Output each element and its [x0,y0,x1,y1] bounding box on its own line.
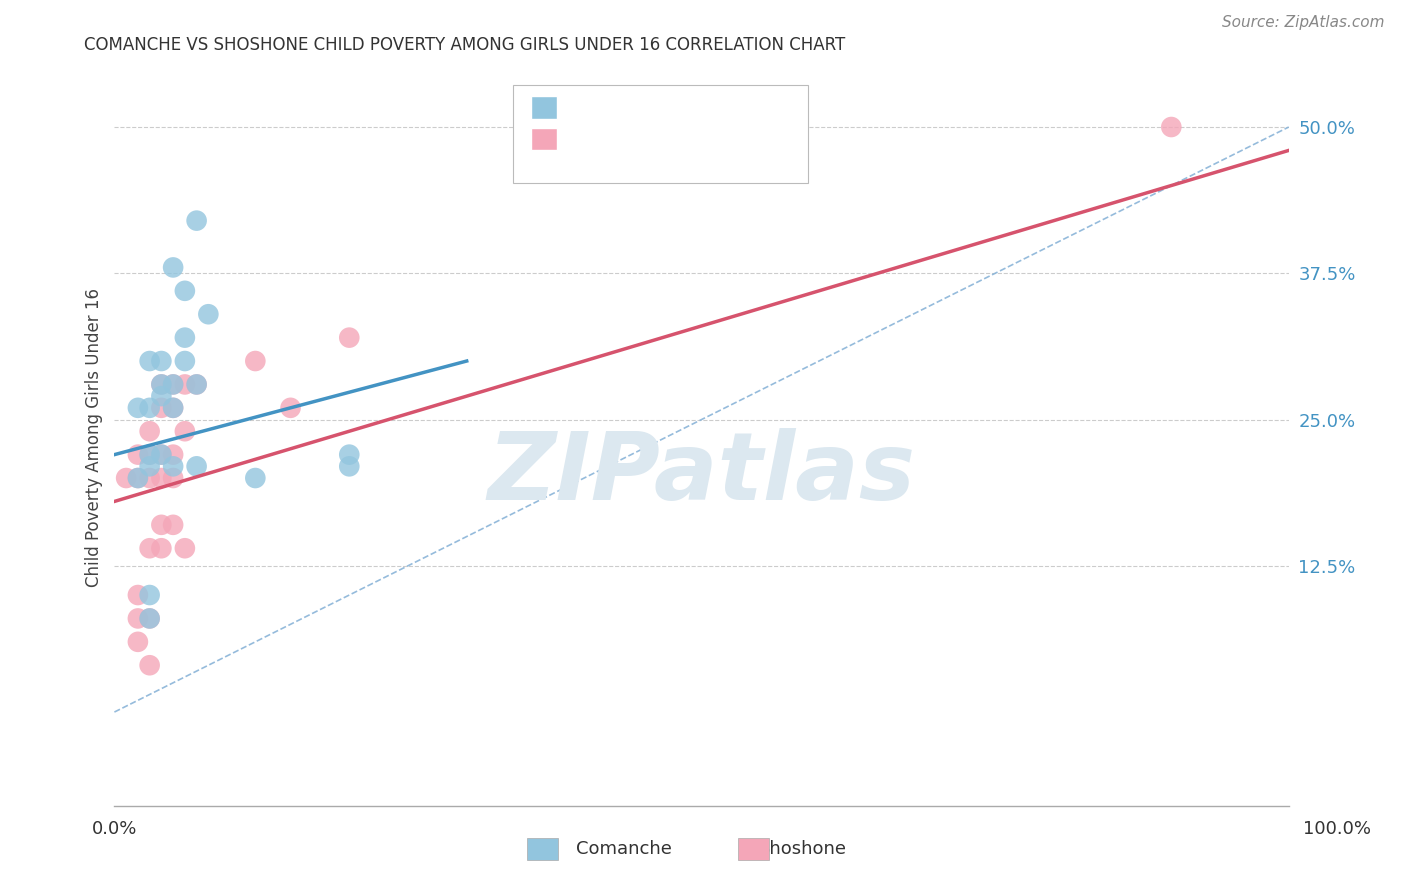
Point [173,331,195,345]
Point [127,401,149,415]
Point [127,471,149,485]
Point [337,448,360,462]
Point [162,517,184,532]
Point [186,213,208,227]
Point [162,471,184,485]
Point [280,401,302,415]
Text: R =: R = [565,99,605,117]
Point [150,448,173,462]
Point [138,401,160,415]
Point [150,517,173,532]
Point [150,354,173,368]
Point [337,331,360,345]
Point [150,541,173,556]
Point [1160,120,1182,134]
Point [138,658,160,673]
Point [150,389,173,403]
Text: 0.556: 0.556 [612,130,668,148]
Point [138,424,160,438]
Point [162,260,184,275]
Point [173,377,195,392]
Y-axis label: Child Poverty Among Girls Under 16: Child Poverty Among Girls Under 16 [86,287,103,587]
Point [127,448,149,462]
Point [138,588,160,602]
Point [150,471,173,485]
Point [138,541,160,556]
Point [197,307,219,321]
Text: Shoshone: Shoshone [759,840,848,858]
Text: Comanche: Comanche [576,840,672,858]
Point [186,377,208,392]
Point [138,611,160,625]
Point [127,588,149,602]
Point [138,354,160,368]
Point [162,377,184,392]
Text: 100.0%: 100.0% [1303,820,1371,838]
Point [173,424,195,438]
Text: N =: N = [668,130,707,148]
Point [186,377,208,392]
Point [162,377,184,392]
Point [138,611,160,625]
Point [127,611,149,625]
Text: 26: 26 [714,99,740,117]
Point [138,448,160,462]
Point [162,459,184,474]
Point [162,448,184,462]
Point [150,401,173,415]
Point [150,448,173,462]
Text: R =: R = [565,130,605,148]
Point [138,459,160,474]
Point [138,448,160,462]
Point [138,471,160,485]
Point [173,284,195,298]
Point [162,401,184,415]
Point [127,635,149,649]
Point [173,354,195,368]
Point [245,471,267,485]
Point [245,354,267,368]
Text: 0.166: 0.166 [612,99,668,117]
Text: ZIPatlas: ZIPatlas [488,428,915,520]
Text: Source: ZipAtlas.com: Source: ZipAtlas.com [1222,15,1385,29]
Point [162,401,184,415]
Text: 0.0%: 0.0% [91,820,136,838]
Point [186,459,208,474]
Point [127,471,149,485]
Point [150,377,173,392]
Text: 31: 31 [714,130,740,148]
Point [173,541,195,556]
Text: COMANCHE VS SHOSHONE CHILD POVERTY AMONG GIRLS UNDER 16 CORRELATION CHART: COMANCHE VS SHOSHONE CHILD POVERTY AMONG… [84,36,845,54]
Point [150,377,173,392]
Text: N =: N = [668,99,707,117]
Point [115,471,138,485]
Point [337,459,360,474]
